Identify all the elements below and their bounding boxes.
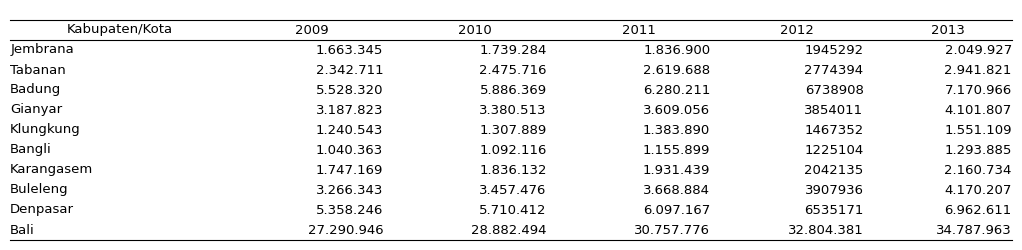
Text: 32.804.381: 32.804.381 <box>788 224 864 236</box>
Text: 2.342.711: 2.342.711 <box>316 64 383 76</box>
Text: 6738908: 6738908 <box>804 84 864 96</box>
Text: 1.383.890: 1.383.890 <box>643 124 710 136</box>
Text: 1.931.439: 1.931.439 <box>643 164 710 176</box>
Text: Klungkung: Klungkung <box>10 124 81 136</box>
Text: 1.092.116: 1.092.116 <box>479 144 547 156</box>
Text: 1.836.900: 1.836.900 <box>643 44 710 57</box>
Text: 1.836.132: 1.836.132 <box>479 164 547 176</box>
Text: 2.049.927: 2.049.927 <box>944 44 1012 57</box>
Text: 2012: 2012 <box>780 24 815 36</box>
Text: 4.170.207: 4.170.207 <box>944 184 1012 196</box>
Text: 4.101.807: 4.101.807 <box>944 104 1012 117</box>
Text: 3.668.884: 3.668.884 <box>643 184 710 196</box>
Text: 5.358.246: 5.358.246 <box>316 204 383 216</box>
Text: Jembrana: Jembrana <box>10 44 74 57</box>
Text: 5.528.320: 5.528.320 <box>316 84 383 96</box>
Text: 3.609.056: 3.609.056 <box>643 104 710 117</box>
Text: 2774394: 2774394 <box>804 64 864 76</box>
Text: 2011: 2011 <box>621 24 656 36</box>
Text: 5.886.369: 5.886.369 <box>479 84 547 96</box>
Text: 1.739.284: 1.739.284 <box>479 44 547 57</box>
Text: 30.757.776: 30.757.776 <box>635 224 710 236</box>
Text: 2.160.734: 2.160.734 <box>944 164 1012 176</box>
Text: 2010: 2010 <box>458 24 493 36</box>
Text: 1467352: 1467352 <box>804 124 864 136</box>
Text: 7.170.966: 7.170.966 <box>944 84 1012 96</box>
Text: 1.240.543: 1.240.543 <box>316 124 383 136</box>
Text: 1945292: 1945292 <box>804 44 864 57</box>
Text: 6.097.167: 6.097.167 <box>643 204 710 216</box>
Text: Tabanan: Tabanan <box>10 64 66 76</box>
Text: 3.457.476: 3.457.476 <box>479 184 547 196</box>
Text: 34.787.963: 34.787.963 <box>936 224 1012 236</box>
Text: 1.663.345: 1.663.345 <box>316 44 383 57</box>
Text: 3.266.343: 3.266.343 <box>316 184 383 196</box>
Text: Buleleng: Buleleng <box>10 184 68 196</box>
Text: 27.290.946: 27.290.946 <box>308 224 383 236</box>
Text: 1.307.889: 1.307.889 <box>479 124 547 136</box>
Text: Gianyar: Gianyar <box>10 104 62 117</box>
Text: 3854011: 3854011 <box>804 104 864 117</box>
Text: 3.380.513: 3.380.513 <box>479 104 547 117</box>
Text: 28.882.494: 28.882.494 <box>471 224 547 236</box>
Text: 2042135: 2042135 <box>804 164 864 176</box>
Text: Bangli: Bangli <box>10 144 52 156</box>
Text: 5.710.412: 5.710.412 <box>479 204 547 216</box>
Text: Kabupaten/Kota: Kabupaten/Kota <box>67 24 173 36</box>
Text: Denpasar: Denpasar <box>10 204 75 216</box>
Text: Badung: Badung <box>10 84 61 96</box>
Text: Bali: Bali <box>10 224 35 236</box>
Text: 1.293.885: 1.293.885 <box>944 144 1012 156</box>
Text: 6.280.211: 6.280.211 <box>643 84 710 96</box>
Text: 1.040.363: 1.040.363 <box>316 144 383 156</box>
Text: 2009: 2009 <box>295 24 328 36</box>
Text: 2013: 2013 <box>931 24 965 36</box>
Text: 1225104: 1225104 <box>804 144 864 156</box>
Text: 6535171: 6535171 <box>804 204 864 216</box>
Text: 1.747.169: 1.747.169 <box>316 164 383 176</box>
Text: 2.941.821: 2.941.821 <box>944 64 1012 76</box>
Text: 3.187.823: 3.187.823 <box>316 104 383 117</box>
Text: 2.475.716: 2.475.716 <box>479 64 547 76</box>
Text: 3907936: 3907936 <box>804 184 864 196</box>
Text: Karangasem: Karangasem <box>10 164 93 176</box>
Text: 1.155.899: 1.155.899 <box>643 144 710 156</box>
Text: 6.962.611: 6.962.611 <box>944 204 1012 216</box>
Text: 2.619.688: 2.619.688 <box>643 64 710 76</box>
Text: 1.551.109: 1.551.109 <box>944 124 1012 136</box>
